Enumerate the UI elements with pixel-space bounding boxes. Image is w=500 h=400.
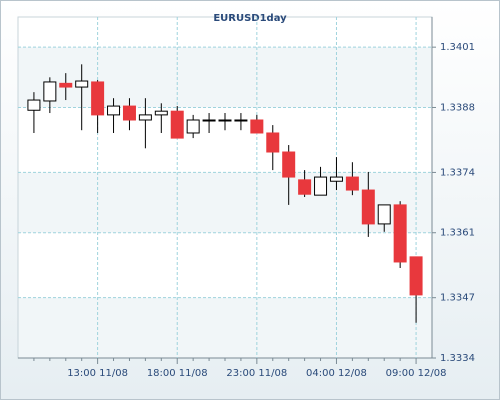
y-tick-label: 1.3401 <box>440 42 475 53</box>
x-tick-label: 18:00 11/08 <box>147 368 208 379</box>
candle-body <box>43 81 57 102</box>
x-tick-label: 13:00 11/08 <box>67 368 128 379</box>
candle-body <box>329 176 343 182</box>
candle-body <box>409 256 423 296</box>
candle-body <box>122 105 136 121</box>
candle-body <box>75 80 89 88</box>
candle-body <box>107 105 121 116</box>
candle-body <box>202 119 216 122</box>
band <box>18 297 432 358</box>
x-tick-label: 04:00 12/08 <box>306 368 367 379</box>
y-tick-label: 1.3334 <box>440 353 475 364</box>
candle-body <box>138 114 152 121</box>
candle-body <box>282 151 296 178</box>
candle-body <box>298 179 312 195</box>
candle-body <box>234 119 248 122</box>
candle-body <box>361 189 375 225</box>
candle-body <box>266 132 280 153</box>
candle-body <box>170 110 184 139</box>
candle-body <box>345 176 359 191</box>
band <box>18 47 432 108</box>
candle-body <box>314 176 328 196</box>
candle-body <box>250 119 264 134</box>
y-tick-label: 1.3361 <box>440 228 475 239</box>
candle-body <box>27 99 41 111</box>
x-tick-label: 23:00 11/08 <box>226 368 287 379</box>
candle-body <box>186 119 200 134</box>
candle-body <box>59 82 73 88</box>
candle-body <box>218 119 232 122</box>
candle-body <box>377 204 391 225</box>
chart-title: EURUSD1day <box>213 13 287 24</box>
candle-body <box>154 110 168 116</box>
y-tick-label: 1.3388 <box>440 102 475 113</box>
candle-body <box>91 81 105 116</box>
x-tick-label: 09:00 12/08 <box>386 368 447 379</box>
candle-body <box>393 204 407 263</box>
y-tick-label: 1.3374 <box>440 167 475 178</box>
y-tick-label: 1.3347 <box>440 293 475 304</box>
